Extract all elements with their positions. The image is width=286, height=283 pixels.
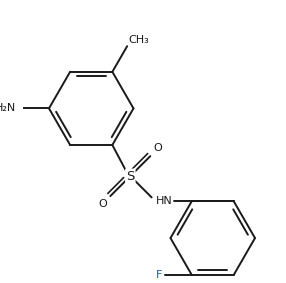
Text: H₂N: H₂N	[0, 103, 16, 113]
Text: O: O	[154, 143, 162, 153]
Text: HN: HN	[156, 196, 172, 207]
Text: CH₃: CH₃	[129, 35, 150, 45]
Text: S: S	[126, 170, 134, 183]
Text: F: F	[156, 270, 162, 280]
Text: O: O	[98, 199, 107, 209]
